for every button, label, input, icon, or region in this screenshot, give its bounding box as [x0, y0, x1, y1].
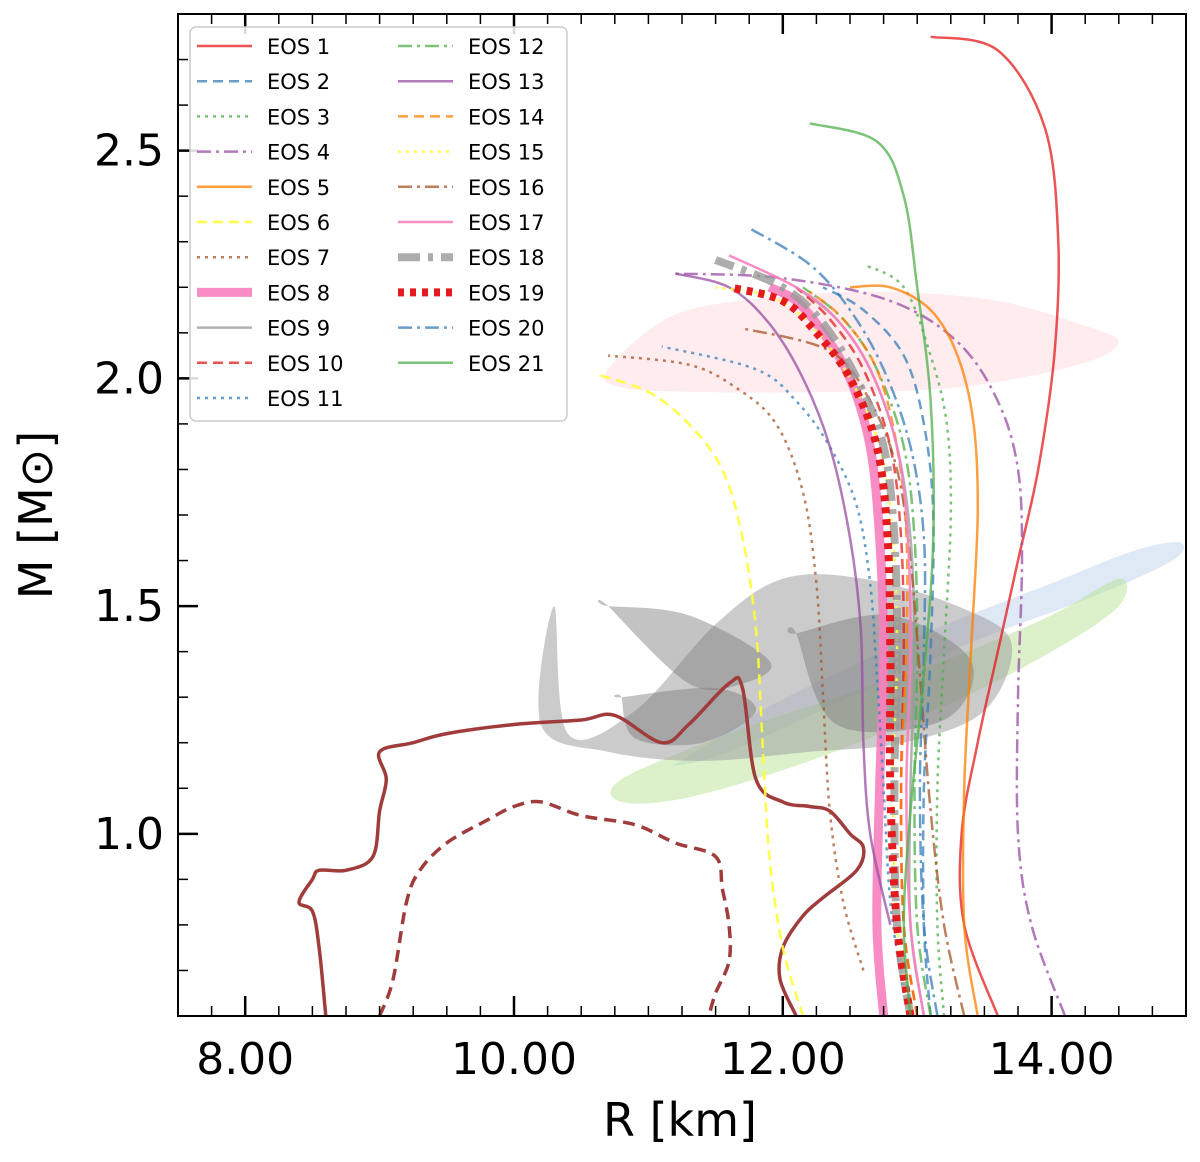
eos-curve-14: [808, 290, 919, 1016]
legend-label: EOS 2: [267, 70, 330, 94]
y-tick-label: 2.0: [94, 353, 164, 404]
eos-curve-21: [809, 122, 935, 1016]
axis-ticks: 8.00 10.00 12.00 14.00 1.0 1.5 2.0 2.5: [94, 13, 1187, 1085]
legend-label: EOS 15: [468, 141, 545, 165]
eos-curve-4: [675, 272, 1067, 1016]
eos-curve-10: [795, 286, 919, 1016]
legend-label: EOS 18: [468, 246, 545, 270]
eos-curve-17: [728, 254, 926, 1016]
legend-label: EOS 8: [267, 281, 330, 305]
legend-label: EOS 6: [267, 211, 330, 235]
legend: EOS 1 EOS 2 EOS 3 EOS 4 EOS 5 EOS 6 EOS 7 EOS 8…: [189, 26, 568, 422]
legend-label: EOS 3: [267, 105, 330, 129]
legend-label: EOS 14: [468, 105, 545, 129]
legend-label: EOS 12: [468, 35, 545, 59]
legend-label: EOS 11: [267, 387, 344, 411]
region-7: [614, 687, 757, 746]
legend-label: EOS 9: [267, 317, 330, 341]
legend-label: EOS 5: [267, 176, 330, 200]
y-tick-label: 2.5: [94, 126, 164, 177]
legend-label: EOS 21: [468, 352, 545, 376]
eos-curve-20: [748, 227, 939, 1016]
legend-label: EOS 10: [267, 352, 344, 376]
eos-curves: [594, 35, 1067, 1016]
contour-2: [377, 799, 733, 1016]
y-tick-label: 1.5: [94, 581, 164, 632]
region-5: [597, 600, 772, 691]
x-axis-label: R [km]: [603, 1093, 757, 1147]
x-tick-label: 12.00: [720, 1034, 846, 1085]
legend-label: EOS 20: [468, 317, 545, 341]
legend-label: EOS 16: [468, 176, 545, 200]
eos-curve-11: [661, 345, 906, 994]
legend-label: EOS 1: [267, 35, 330, 59]
legend-label: EOS 13: [468, 70, 545, 94]
x-tick-label: 14.00: [989, 1034, 1115, 1085]
eos-curve-13: [674, 272, 892, 926]
y-axis-label: M [M⊙]: [9, 431, 63, 599]
x-tick-label: 8.00: [196, 1034, 294, 1085]
legend-label: EOS 19: [468, 281, 545, 305]
legend-box: [189, 26, 568, 422]
eos-curve-5: [849, 284, 980, 1016]
x-tick-label: 10.00: [451, 1034, 577, 1085]
legend-label: EOS 17: [468, 211, 545, 235]
eos-curve-6: [594, 372, 805, 1016]
y-tick-label: 1.0: [94, 809, 164, 860]
eos-curve-16: [742, 327, 966, 1016]
legend-label: EOS 7: [267, 246, 330, 270]
eos-curve-1: [930, 35, 1061, 1016]
contour-1: [297, 675, 866, 1016]
eos-curve-19: [728, 283, 915, 1016]
eos-curve-7: [607, 354, 865, 971]
legend-label: EOS 4: [267, 141, 330, 165]
confidence-contours: [297, 675, 866, 1016]
